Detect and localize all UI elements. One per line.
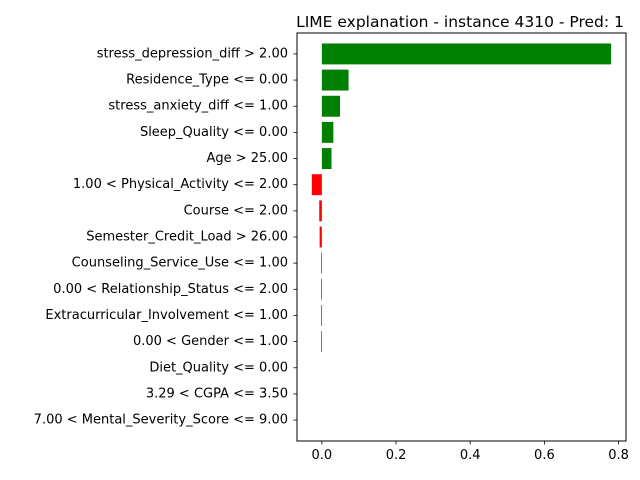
x-tick-label: 0.0 (312, 448, 333, 463)
bar (321, 278, 322, 300)
bar (321, 69, 349, 91)
bar (321, 43, 612, 65)
bar (321, 252, 322, 274)
y-tick-label: 0.00 < Gender <= 1.00 (133, 334, 288, 349)
plot-frame (296, 32, 627, 442)
x-tick-label: 0.6 (534, 448, 555, 463)
bar (321, 121, 334, 143)
bar (319, 226, 322, 248)
y-tick-label: Extracurricular_Involvement <= 1.00 (45, 308, 288, 323)
y-tick-label: 1.00 < Physical_Activity <= 2.00 (73, 177, 288, 192)
chart-title: LIME explanation - instance 4310 - Pred:… (296, 13, 624, 31)
bar (319, 200, 322, 222)
bar (321, 331, 322, 353)
y-tick-label: stress_anxiety_diff <= 1.00 (108, 99, 288, 114)
y-tick-label: Diet_Quality <= 0.00 (149, 360, 288, 375)
bar (321, 95, 341, 117)
y-tick-label: stress_depression_diff > 2.00 (97, 46, 288, 61)
y-tick-label: Counseling_Service_Use <= 1.00 (72, 256, 288, 271)
x-tick-label: 0.4 (460, 448, 481, 463)
y-tick-label: 7.00 < Mental_Severity_Score <= 9.00 (34, 413, 288, 428)
y-tick-label: Age > 25.00 (206, 151, 288, 166)
y-tick-label: 0.00 < Relationship_Status <= 2.00 (53, 282, 288, 297)
bar (311, 174, 322, 196)
y-tick-label: 3.29 < CGPA <= 3.50 (146, 386, 288, 401)
x-tick-label: 0.8 (608, 448, 629, 463)
y-tick-label: Course <= 2.00 (184, 203, 288, 218)
x-tick-label: 0.2 (386, 448, 407, 463)
bar (321, 148, 332, 169)
y-tick-label: Sleep_Quality <= 0.00 (140, 125, 288, 140)
bar (321, 305, 322, 326)
y-tick-label: Residence_Type <= 0.00 (126, 73, 288, 88)
y-tick-label: Semester_Credit_Load > 26.00 (86, 230, 288, 245)
